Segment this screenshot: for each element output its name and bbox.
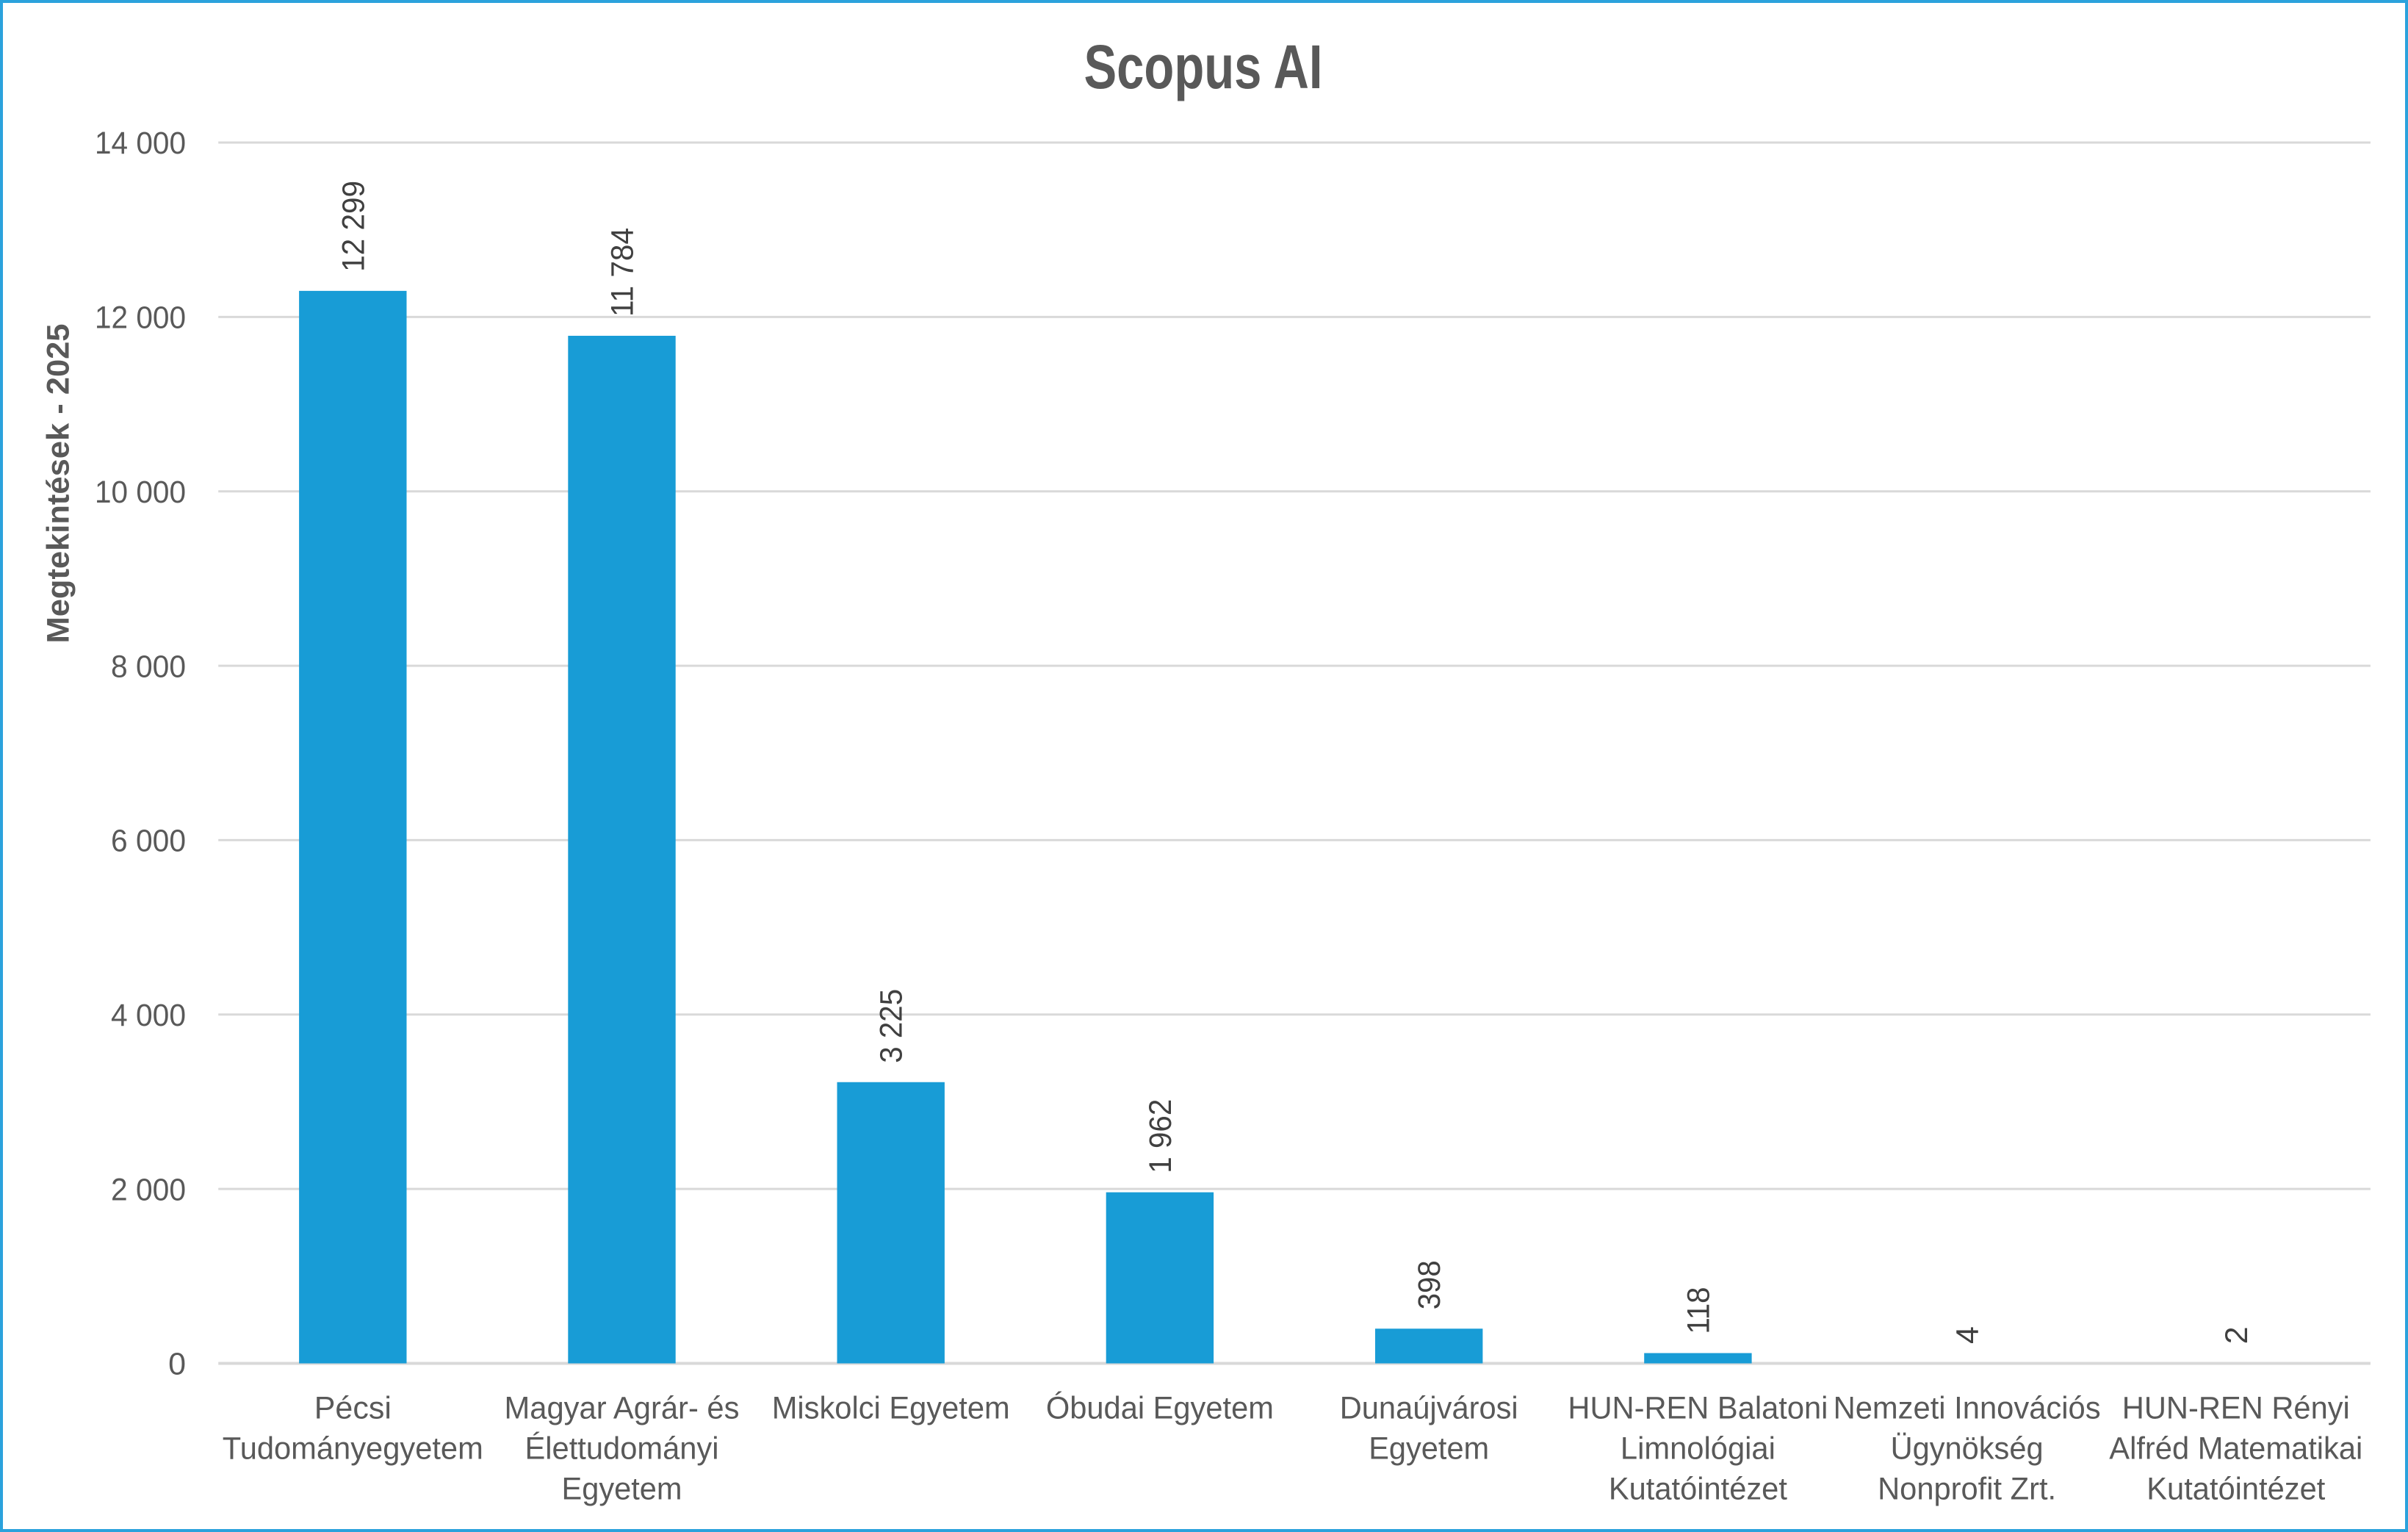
svg-text:Kutatóintézet: Kutatóintézet (2146, 1472, 2325, 1507)
svg-text:Élettudományi: Élettudományi (525, 1431, 719, 1467)
svg-text:12 299: 12 299 (336, 181, 371, 272)
svg-text:3 225: 3 225 (874, 989, 909, 1063)
svg-text:2 000: 2 000 (111, 1172, 186, 1207)
svg-text:Tudományegyetem: Tudományegyetem (223, 1431, 483, 1467)
svg-text:2: 2 (2219, 1326, 2254, 1344)
svg-text:Miskolci Egyetem: Miskolci Egyetem (772, 1391, 1010, 1426)
svg-text:Egyetem: Egyetem (1369, 1431, 1489, 1467)
svg-text:Scopus AI: Scopus AI (1084, 32, 1323, 101)
svg-text:Kutatóintézet: Kutatóintézet (1609, 1472, 1787, 1507)
svg-text:Nonprofit Zrt.: Nonprofit Zrt. (1878, 1472, 2056, 1507)
svg-text:Egyetem: Egyetem (562, 1472, 682, 1507)
svg-text:Alfréd Matematikai: Alfréd Matematikai (2109, 1431, 2362, 1467)
svg-text:14 000: 14 000 (95, 126, 186, 161)
svg-text:Nemzeti Innovációs: Nemzeti Innovációs (1834, 1391, 2101, 1426)
svg-text:118: 118 (1681, 1287, 1716, 1334)
svg-text:HUN-REN Balatoni: HUN-REN Balatoni (1568, 1391, 1828, 1426)
svg-text:Limnológiai: Limnológiai (1621, 1431, 1776, 1467)
svg-text:8 000: 8 000 (111, 649, 186, 684)
svg-text:4: 4 (1950, 1326, 1986, 1344)
svg-text:398: 398 (1412, 1260, 1447, 1309)
svg-text:HUN-REN Rényi: HUN-REN Rényi (2122, 1391, 2350, 1426)
svg-text:Megtekintések - 2025: Megtekintések - 2025 (41, 324, 76, 644)
svg-text:10 000: 10 000 (95, 475, 186, 510)
svg-text:Magyar Agrár- és: Magyar Agrár- és (505, 1391, 740, 1426)
svg-text:1 962: 1 962 (1143, 1099, 1178, 1173)
svg-text:Dunaújvárosi: Dunaújvárosi (1340, 1391, 1518, 1426)
svg-text:Pécsi: Pécsi (314, 1391, 392, 1426)
svg-text:Ügynökség: Ügynökség (1891, 1431, 2044, 1467)
svg-text:0: 0 (168, 1347, 186, 1382)
svg-text:11 784: 11 784 (605, 228, 641, 317)
svg-text:6 000: 6 000 (111, 824, 186, 859)
svg-text:Óbudai Egyetem: Óbudai Egyetem (1046, 1391, 1274, 1426)
svg-text:12 000: 12 000 (95, 301, 186, 336)
svg-text:4 000: 4 000 (111, 998, 186, 1033)
